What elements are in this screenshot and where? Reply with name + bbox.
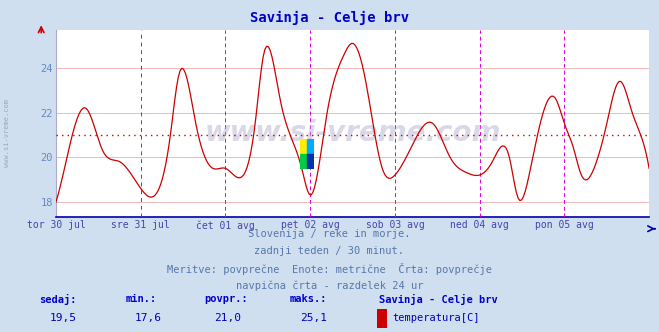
- Text: 21,0: 21,0: [214, 313, 241, 323]
- Bar: [307, 154, 314, 169]
- Text: 19,5: 19,5: [49, 313, 76, 323]
- Text: min.:: min.:: [125, 294, 156, 304]
- Bar: [300, 139, 307, 154]
- Text: temperatura[C]: temperatura[C]: [393, 313, 480, 323]
- Text: www.si-vreme.com: www.si-vreme.com: [204, 119, 501, 147]
- Text: sedaj:: sedaj:: [40, 294, 77, 305]
- Bar: [307, 139, 314, 154]
- Text: Meritve: povprečne  Enote: metrične  Črta: povprečje: Meritve: povprečne Enote: metrične Črta:…: [167, 263, 492, 275]
- Text: 17,6: 17,6: [135, 313, 162, 323]
- Text: Savinja - Celje brv: Savinja - Celje brv: [250, 11, 409, 25]
- Text: Savinja - Celje brv: Savinja - Celje brv: [379, 294, 498, 305]
- Text: 25,1: 25,1: [300, 313, 327, 323]
- Text: www.si-vreme.com: www.si-vreme.com: [3, 99, 10, 167]
- Bar: [300, 154, 307, 169]
- Text: maks.:: maks.:: [290, 294, 328, 304]
- Text: povpr.:: povpr.:: [204, 294, 248, 304]
- Text: Slovenija / reke in morje.: Slovenija / reke in morje.: [248, 229, 411, 239]
- Text: navpična črta - razdelek 24 ur: navpična črta - razdelek 24 ur: [236, 281, 423, 291]
- Text: zadnji teden / 30 minut.: zadnji teden / 30 minut.: [254, 246, 405, 256]
